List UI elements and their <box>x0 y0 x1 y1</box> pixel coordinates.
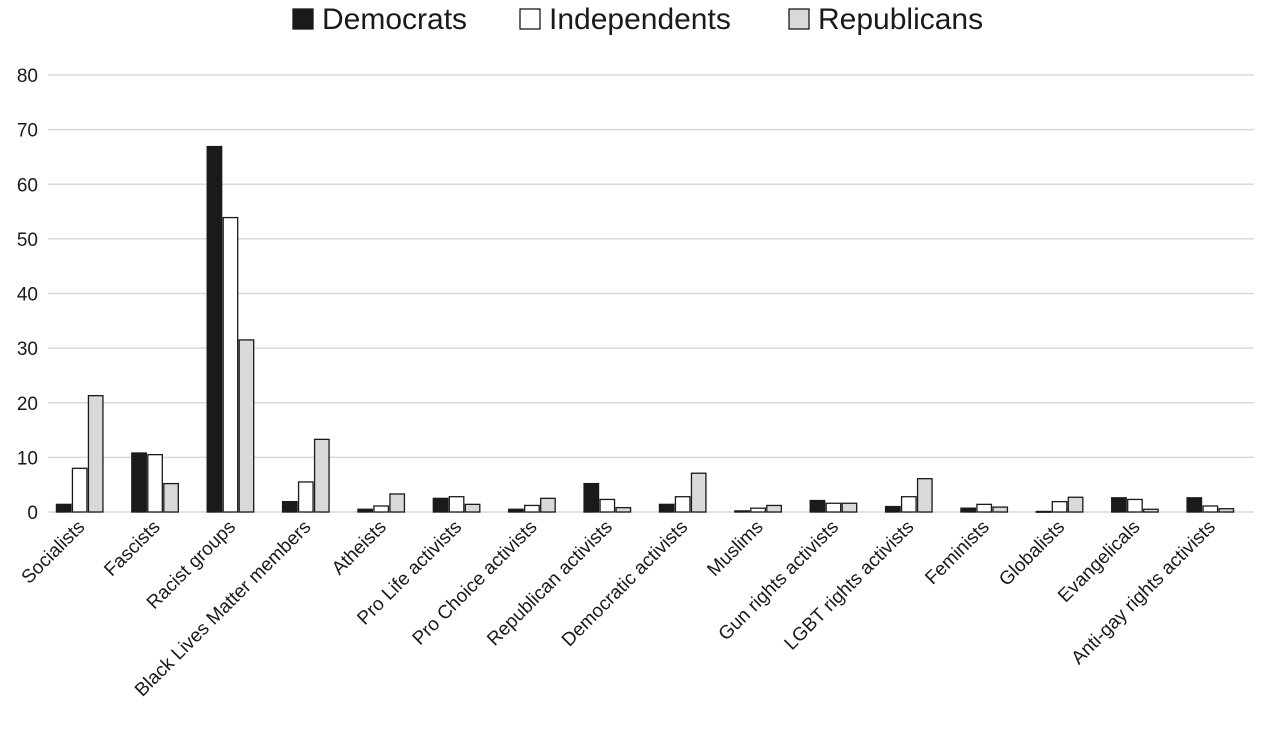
bar-independents-4 <box>373 505 390 513</box>
legend-swatch-democrats <box>292 8 314 30</box>
bar-independents-1 <box>147 453 163 513</box>
y-axis-ticks: 0 10 20 30 40 50 60 70 80 <box>17 66 38 524</box>
x-tick-label: Socialists <box>18 517 90 589</box>
bar-republicans-2 <box>238 339 255 513</box>
y-tick-label: 60 <box>17 175 38 196</box>
bar-independents-3 <box>297 481 314 513</box>
bar-democrats-9 <box>734 510 750 513</box>
bar-independents-5 <box>448 496 465 513</box>
bar-republicans-12 <box>992 506 1009 513</box>
bar-independents-8 <box>674 496 691 513</box>
x-tick-label: Fascists <box>100 517 164 581</box>
bar-democrats-11 <box>884 505 901 513</box>
bar-democrats-3 <box>281 500 298 513</box>
legend-swatch-independents <box>519 8 541 30</box>
bar-republicans-8 <box>690 472 707 513</box>
x-tick-label: Feminists <box>921 517 993 589</box>
bar-independents-12 <box>976 503 993 513</box>
bar-democrats-2 <box>206 145 223 513</box>
y-tick-label: 40 <box>17 285 38 306</box>
bar-republicans-10 <box>841 502 858 513</box>
bar-independents-7 <box>599 498 616 513</box>
y-tick-label: 70 <box>17 121 38 142</box>
bar-independents-0 <box>71 467 88 513</box>
bar-independents-2 <box>222 216 239 513</box>
x-tick-label: LGBT rights activists <box>781 517 919 655</box>
bar-independents-15 <box>1202 505 1219 513</box>
bar-republicans-14 <box>1143 508 1159 513</box>
y-tick-label: 10 <box>17 448 38 469</box>
bar-democrats-5 <box>432 497 449 513</box>
legend-label-republicans: Republicans <box>818 3 983 36</box>
bar-democrats-4 <box>357 508 374 513</box>
bar-independents-10 <box>825 502 842 513</box>
bar-independents-13 <box>1051 500 1068 513</box>
y-tick-label: 20 <box>17 394 38 415</box>
bar-republicans-15 <box>1218 508 1235 513</box>
bar-democrats-6 <box>508 508 524 513</box>
y-tick-label: 80 <box>17 66 38 87</box>
x-tick-label: Anti-gay rights activists <box>1068 517 1220 669</box>
bar-independents-6 <box>524 504 540 513</box>
bar-independents-14 <box>1127 498 1143 513</box>
y-tick-label: 0 <box>27 503 38 524</box>
bar-republicans-11 <box>916 478 933 513</box>
bar-democrats-0 <box>55 503 72 513</box>
legend: Democrats Independents Republicans <box>292 3 983 36</box>
legend-swatch-republicans <box>788 8 810 30</box>
x-tick-label: Democratic activists <box>558 517 692 651</box>
legend-label-independents: Independents <box>549 3 731 36</box>
bar-democrats-13 <box>1035 510 1052 513</box>
bar-democrats-10 <box>809 499 826 513</box>
bar-democrats-1 <box>131 452 147 513</box>
bar-republicans-6 <box>540 497 556 513</box>
legend-label-democrats: Democrats <box>322 3 467 36</box>
bar-democrats-7 <box>583 482 600 513</box>
bar-republicans-3 <box>313 438 330 513</box>
bar-republicans-5 <box>464 503 481 513</box>
bar-democrats-15 <box>1186 497 1203 513</box>
bar-republicans-7 <box>615 506 632 513</box>
bar-republicans-13 <box>1067 496 1084 513</box>
bar-republicans-0 <box>87 394 104 513</box>
bar-independents-11 <box>900 496 917 513</box>
y-tick-label: 50 <box>17 230 38 251</box>
x-tick-label: Muslims <box>703 517 767 581</box>
x-tick-label: Republican activists <box>483 517 617 651</box>
y-tick-label: 30 <box>17 339 38 360</box>
x-tick-label: Globalists <box>995 517 1069 591</box>
bar-independents-9 <box>750 507 766 513</box>
x-tick-label: Pro Choice activists <box>409 517 542 650</box>
bars <box>55 145 1235 513</box>
x-tick-label: Atheists <box>328 517 391 580</box>
bar-republicans-1 <box>163 482 179 513</box>
bar-democrats-8 <box>658 503 675 513</box>
bar-republicans-4 <box>389 493 406 513</box>
bar-republicans-9 <box>766 504 782 513</box>
bar-democrats-12 <box>960 507 977 513</box>
bar-democrats-14 <box>1111 497 1127 513</box>
